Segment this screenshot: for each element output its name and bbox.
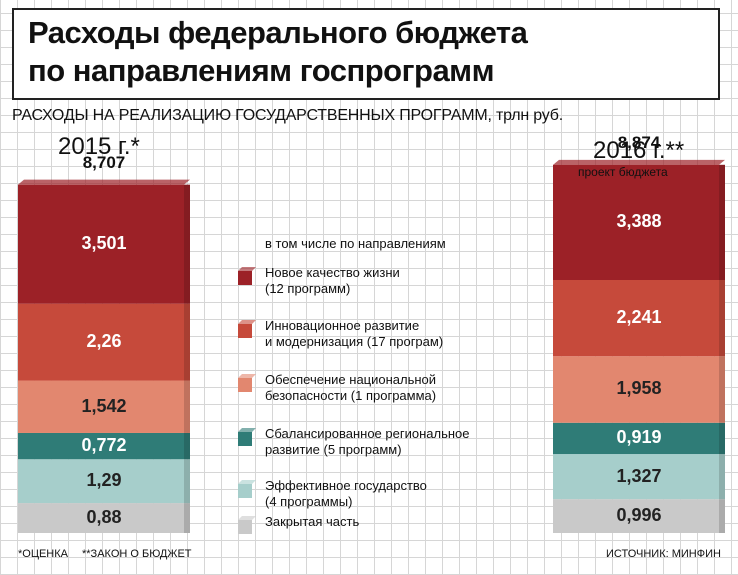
bar-side [719, 499, 725, 533]
bar-side [184, 184, 190, 304]
category-note: проект бюджета [578, 165, 668, 179]
legend-swatch-top [238, 516, 256, 520]
bar-segment [553, 356, 725, 423]
bar-segment [553, 280, 725, 357]
bar-side [184, 432, 190, 460]
category-label: 2015 г.* [58, 133, 140, 160]
data-label: 1,958 [616, 378, 662, 399]
bar-side [719, 280, 725, 357]
legend-swatch [238, 271, 252, 285]
legend-label: Инновационное развитие и модернизация (1… [265, 318, 444, 349]
bar-segment [18, 503, 190, 533]
data-label: 0,996 [616, 505, 662, 526]
bar-side [184, 380, 190, 433]
data-label: 1,29 [86, 470, 122, 491]
legend-swatch [238, 520, 252, 534]
bar-segment [18, 432, 190, 460]
bar-top [18, 179, 190, 185]
data-label: 3,501 [81, 233, 127, 254]
footnote: **ЗАКОН О БЮДЖЕТ [82, 548, 192, 560]
data-label: 2,26 [86, 331, 122, 352]
legend-swatch-top [238, 320, 256, 324]
bar-side [719, 422, 725, 455]
bar-segment [18, 459, 190, 504]
legend-swatch [238, 432, 252, 446]
legend-swatch-top [238, 428, 256, 432]
category-label: 2016 г.** [593, 137, 685, 164]
legend-label: Сбалансированное региональное развитие (… [265, 426, 470, 457]
legend-label: Закрытая часть [265, 514, 360, 529]
bar-side [184, 503, 190, 533]
legend-title: в том числе по направлениям [265, 236, 446, 251]
legend-label: Обеспечение национальной безопасности (1… [265, 372, 437, 403]
bar-segment [18, 184, 190, 304]
legend-label: Эффективное государство (4 программы) [265, 478, 427, 509]
footnote: *ОЦЕНКА [18, 548, 68, 560]
legend-swatch-top [238, 374, 256, 378]
legend-label: Новое качество жизни (12 программ) [265, 265, 400, 296]
data-label: 1,542 [81, 395, 127, 416]
data-label: 0,88 [86, 507, 122, 528]
total-label: 8,707 [82, 152, 126, 172]
bar-side [184, 459, 190, 504]
bar-segment [553, 164, 725, 281]
bar-side [184, 303, 190, 381]
bar-side [719, 164, 725, 281]
data-label: 3,388 [616, 211, 662, 232]
chart-title: Расходы федерального бюджета по направле… [12, 8, 720, 100]
legend-swatch-top [238, 480, 256, 484]
bar-side [719, 356, 725, 423]
bar-segment [18, 380, 190, 433]
data-label: 1,327 [616, 465, 662, 486]
bar-segment [553, 422, 725, 455]
bar-top [553, 159, 725, 165]
total-label: 8,874 [617, 132, 661, 152]
legend-swatch [238, 324, 252, 338]
data-label: 0,919 [616, 427, 662, 448]
source: ИСТОЧНИК: МИНФИН [606, 548, 721, 560]
bar-segment [18, 303, 190, 381]
bar-segment [553, 499, 725, 533]
legend-swatch [238, 378, 252, 392]
bar-segment [553, 454, 725, 500]
legend-swatch-top [238, 267, 256, 271]
bar-side [719, 454, 725, 500]
data-label: 2,241 [616, 307, 662, 328]
legend-swatch [238, 484, 252, 498]
subtitle: РАСХОДЫ НА РЕАЛИЗАЦИЮ ГОСУДАРСТВЕННЫХ ПР… [12, 107, 563, 124]
data-label: 0,772 [81, 435, 127, 456]
